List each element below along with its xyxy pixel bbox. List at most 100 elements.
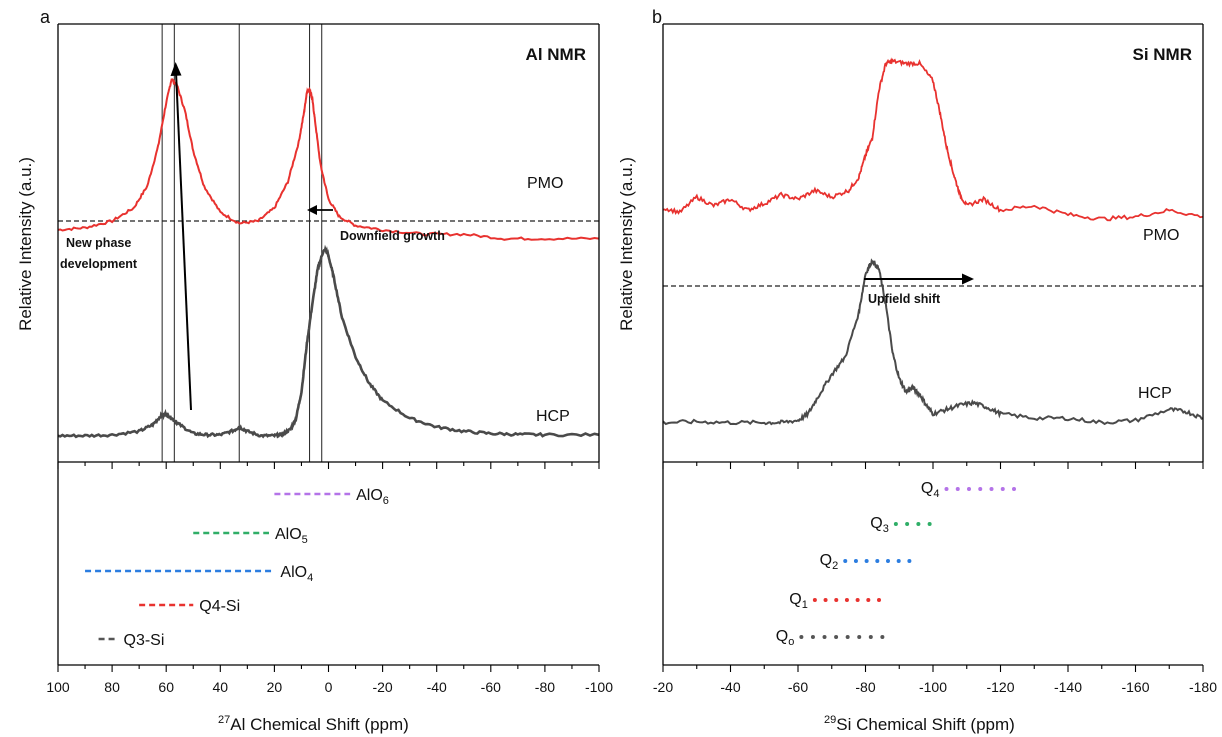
panel-b-letter: b [652,7,662,27]
range-dot [868,635,873,639]
range-label: AlO5 [275,526,308,546]
panel-b: b Si NMR Relative Intensity (a.u.) PMO H… [617,7,1217,734]
x-tick-label: -100 [919,679,947,695]
panel-a-letter: a [40,7,51,27]
range-label: AlO4 [280,564,313,584]
range-dot [823,598,828,602]
panel-b-xlabel: 29Si Chemical Shift (ppm) [824,714,1015,734]
x-tick-label: -40 [720,679,740,695]
upfield-label: Upfield shift [868,292,941,306]
range-dot [1012,487,1016,491]
panel-b-title: Si NMR [1133,45,1193,64]
x-tick-label: 80 [104,679,120,695]
x-tick-label: 60 [158,679,174,695]
range-dot [880,635,885,639]
downfield-arrow-head [307,205,317,215]
range-label: Q4 [921,480,940,500]
range-label: Q2 [820,552,839,572]
range-dot [799,635,804,639]
range-dot [834,635,839,639]
panel-b-ranges: Q4 Q3 Q2 Q1 Qo [776,480,1016,648]
panel-a-xlabel-text: Al Chemical Shift (ppm) [230,715,409,734]
range-label: AlO6 [356,487,389,507]
range-dot [944,487,949,491]
range-dot [810,635,815,639]
range-label: Q3-Si [124,632,165,649]
x-tick-label: -20 [372,679,392,695]
x-tick-label: -80 [855,679,875,695]
panel-a-xlabel-isotope: 27 [218,714,230,726]
new-phase-arrow-shaft [175,71,192,411]
range-dot [857,635,862,639]
range-dot [877,598,881,602]
range-label: Q3 [870,515,889,535]
panel-b-top-ticks [662,462,1204,469]
downfield-label: Downfield growth [340,229,445,243]
x-tick-label: -120 [986,679,1014,695]
range-dot [916,522,921,526]
panel-a-title: Al NMR [526,45,586,64]
range-dot [955,487,960,491]
panel-a: a Al NMR Relative Intensity (a.u.) PMO H… [16,7,613,734]
x-tick-label: 100 [46,679,70,695]
range-dot [866,598,871,602]
x-tick-label: -100 [585,679,613,695]
panel-a-xlabel: 27Al Chemical Shift (ppm) [218,714,409,734]
range-dot [967,487,971,491]
range-dot [978,487,983,491]
x-tick-label: 20 [267,679,283,695]
x-tick-label: -20 [653,679,673,695]
panel-b-pmo-label: PMO [1143,227,1179,244]
range-dot [843,559,848,563]
range-dot [1000,487,1005,491]
range-dot [905,522,910,526]
panel-b-hcp-label: HCP [1138,385,1172,402]
panel-b-series-pmo [662,57,1204,222]
panel-a-reference-lines [161,24,323,462]
x-tick-label: -40 [427,679,447,695]
range-dot [886,559,890,563]
x-tick-label: -80 [535,679,555,695]
range-dot [844,598,849,602]
range-dot [875,559,880,563]
panel-a-series-pmo [57,78,600,241]
range-dot [927,522,932,526]
panel-b-x-ticks: -20 -40 -60 -80 -100 -120 -140 -160 -180 [653,665,1217,695]
range-dot [822,635,827,639]
panel-b-ylabel: Relative Intensity (a.u.) [617,157,636,331]
panel-b-xlabel-isotope: 29 [824,714,836,726]
range-label: Q4-Si [199,598,240,615]
panel-a-x-ticks: 100 80 60 40 20 0 -20 -40 -60 -80 -100 [46,665,613,695]
x-tick-label: -60 [788,679,808,695]
panel-a-hcp-label: HCP [536,408,570,425]
x-tick-label: 0 [325,679,333,695]
panel-a-ranges: AlO6 AlO5 AlO4 Q4-Si Q3-Si [85,487,389,649]
new-phase-arrow-head [170,62,182,76]
panel-a-top-ticks [57,462,600,469]
range-dot [855,598,860,602]
new-phase-label-line2: development [60,257,138,271]
panel-a-pmo-label: PMO [527,175,563,192]
range-dot [864,559,869,563]
range-label: Q1 [789,591,808,611]
range-dot [845,635,850,639]
new-phase-label-line1: New phase [66,236,131,250]
range-dot [812,598,817,602]
range-dot [989,487,994,491]
range-dot [853,559,858,563]
range-dot [893,522,898,526]
x-tick-label: -140 [1054,679,1082,695]
x-tick-label: -60 [481,679,501,695]
upfield-arrow-head [962,273,974,285]
x-tick-label: 40 [213,679,229,695]
panel-b-series-hcp [662,258,1204,426]
range-label: Qo [776,628,795,648]
panel-a-ylabel: Relative Intensity (a.u.) [16,157,35,331]
x-tick-label: -180 [1189,679,1217,695]
panel-b-xlabel-text: Si Chemical Shift (ppm) [836,715,1015,734]
range-dot [896,559,901,563]
range-dot [907,559,912,563]
x-tick-label: -160 [1121,679,1149,695]
panel-a-series-hcp [57,244,600,439]
